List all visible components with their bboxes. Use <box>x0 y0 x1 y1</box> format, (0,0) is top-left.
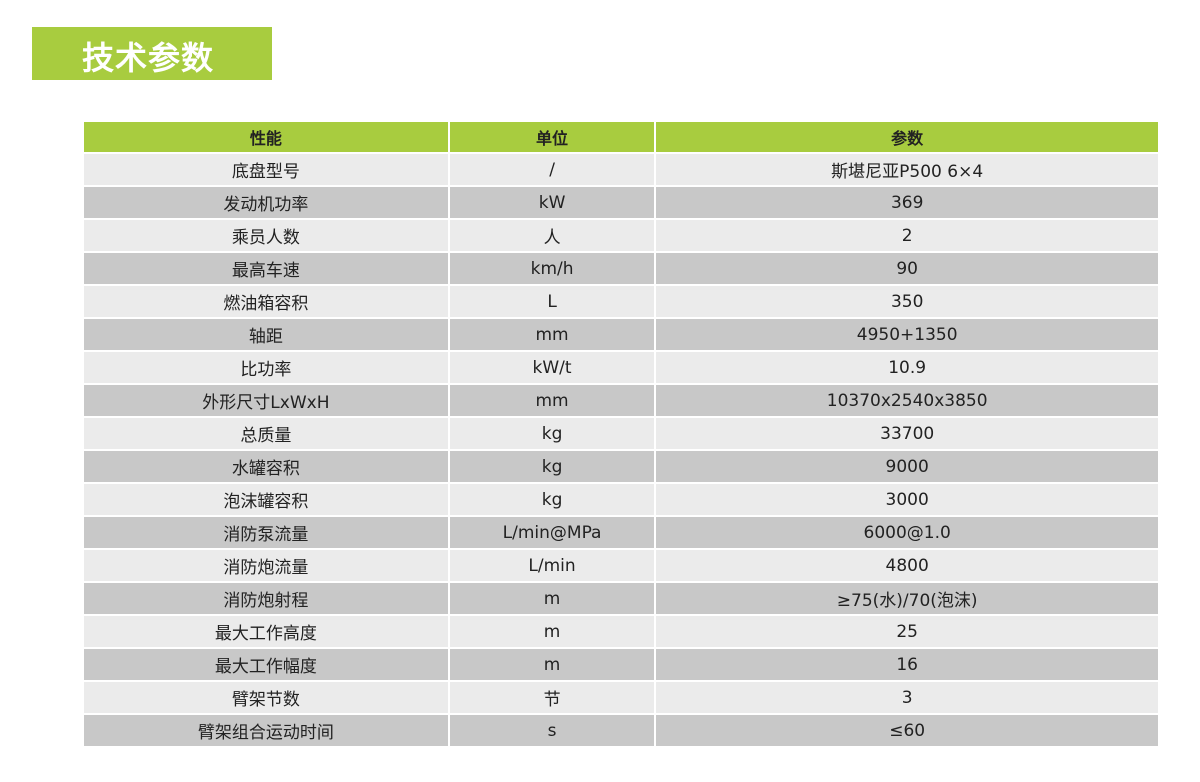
section-title-box: 技术参数 <box>32 27 272 80</box>
parameter-cell: 9000 <box>656 451 1158 482</box>
performance-cell: 底盘型号 <box>84 154 448 185</box>
performance-cell: 最大工作高度 <box>84 616 448 647</box>
unit-cell: m <box>449 649 655 680</box>
unit-cell: 人 <box>449 220 655 251</box>
table-row: 臂架组合运动时间 s ≤60 <box>84 715 1158 746</box>
table-row: 燃油箱容积 L 350 <box>84 286 1158 317</box>
table-row: 消防炮流量 L/min 4800 <box>84 550 1158 581</box>
performance-cell: 发动机功率 <box>84 187 448 218</box>
unit-cell: kg <box>449 451 655 482</box>
unit-cell: L <box>449 286 655 317</box>
performance-cell: 消防炮流量 <box>84 550 448 581</box>
table-row: 总质量 kg 33700 <box>84 418 1158 449</box>
parameter-cell: 90 <box>656 253 1158 284</box>
performance-cell: 总质量 <box>84 418 448 449</box>
performance-cell: 燃油箱容积 <box>84 286 448 317</box>
performance-cell: 臂架组合运动时间 <box>84 715 448 746</box>
parameter-cell: ≥75(水)/70(泡沫) <box>656 583 1158 614</box>
table-row: 消防泵流量 L/min@MPa 6000@1.0 <box>84 517 1158 548</box>
unit-cell: L/min@MPa <box>449 517 655 548</box>
table-row: 水罐容积 kg 9000 <box>84 451 1158 482</box>
table-row: 最大工作高度 m 25 <box>84 616 1158 647</box>
parameter-cell: 16 <box>656 649 1158 680</box>
unit-cell: / <box>449 154 655 185</box>
header-unit: 单位 <box>449 122 655 152</box>
table-row: 发动机功率 kW 369 <box>84 187 1158 218</box>
unit-cell: m <box>449 583 655 614</box>
section-title: 技术参数 <box>82 39 215 77</box>
performance-cell: 消防炮射程 <box>84 583 448 614</box>
table-row: 消防炮射程 m ≥75(水)/70(泡沫) <box>84 583 1158 614</box>
header-performance: 性能 <box>84 122 448 152</box>
table-row: 最大工作幅度 m 16 <box>84 649 1158 680</box>
table-row: 最高车速 km/h 90 <box>84 253 1158 284</box>
spec-table: 性能 单位 参数 底盘型号 / 斯堪尼亚P500 6×4 发动机功率 kW 369 乘员人数… <box>82 120 1160 748</box>
parameter-cell: 350 <box>656 286 1158 317</box>
performance-cell: 轴距 <box>84 319 448 350</box>
unit-cell: kW/t <box>449 352 655 383</box>
table-row: 臂架节数节 3 <box>84 682 1158 713</box>
performance-cell: 泡沫罐容积 <box>84 484 448 515</box>
parameter-cell: 斯堪尼亚P500 6×4 <box>656 154 1158 185</box>
parameter-cell: 25 <box>656 616 1158 647</box>
performance-cell: 乘员人数 <box>84 220 448 251</box>
performance-cell: 最高车速 <box>84 253 448 284</box>
parameter-cell: 10370x2540x3850 <box>656 385 1158 416</box>
table-row: 乘员人数人 2 <box>84 220 1158 251</box>
header-parameter: 参数 <box>656 122 1158 152</box>
table-header-row: 性能 单位 参数 <box>84 122 1158 152</box>
parameter-cell: 4800 <box>656 550 1158 581</box>
performance-cell: 外形尺寸LxWxH <box>84 385 448 416</box>
table-row: 比功率 kW/t 10.9 <box>84 352 1158 383</box>
table-row: 外形尺寸LxWxH mm 10370x2540x3850 <box>84 385 1158 416</box>
parameter-cell: ≤60 <box>656 715 1158 746</box>
parameter-cell: 4950+1350 <box>656 319 1158 350</box>
performance-cell: 最大工作幅度 <box>84 649 448 680</box>
unit-cell: s <box>449 715 655 746</box>
parameter-cell: 10.9 <box>656 352 1158 383</box>
parameter-cell: 3000 <box>656 484 1158 515</box>
unit-cell: m <box>449 616 655 647</box>
unit-cell: mm <box>449 319 655 350</box>
parameter-cell: 2 <box>656 220 1158 251</box>
performance-cell: 水罐容积 <box>84 451 448 482</box>
performance-cell: 消防泵流量 <box>84 517 448 548</box>
unit-cell: kg <box>449 484 655 515</box>
table-row: 泡沫罐容积 kg 3000 <box>84 484 1158 515</box>
performance-cell: 比功率 <box>84 352 448 383</box>
unit-cell: mm <box>449 385 655 416</box>
performance-cell: 臂架节数 <box>84 682 448 713</box>
parameter-cell: 3 <box>656 682 1158 713</box>
parameter-cell: 6000@1.0 <box>656 517 1158 548</box>
unit-cell: km/h <box>449 253 655 284</box>
table-row: 底盘型号 / 斯堪尼亚P500 6×4 <box>84 154 1158 185</box>
parameter-cell: 33700 <box>656 418 1158 449</box>
unit-cell: L/min <box>449 550 655 581</box>
table-row: 轴距 mm 4950+1350 <box>84 319 1158 350</box>
unit-cell: kW <box>449 187 655 218</box>
unit-cell: 节 <box>449 682 655 713</box>
parameter-cell: 369 <box>656 187 1158 218</box>
unit-cell: kg <box>449 418 655 449</box>
